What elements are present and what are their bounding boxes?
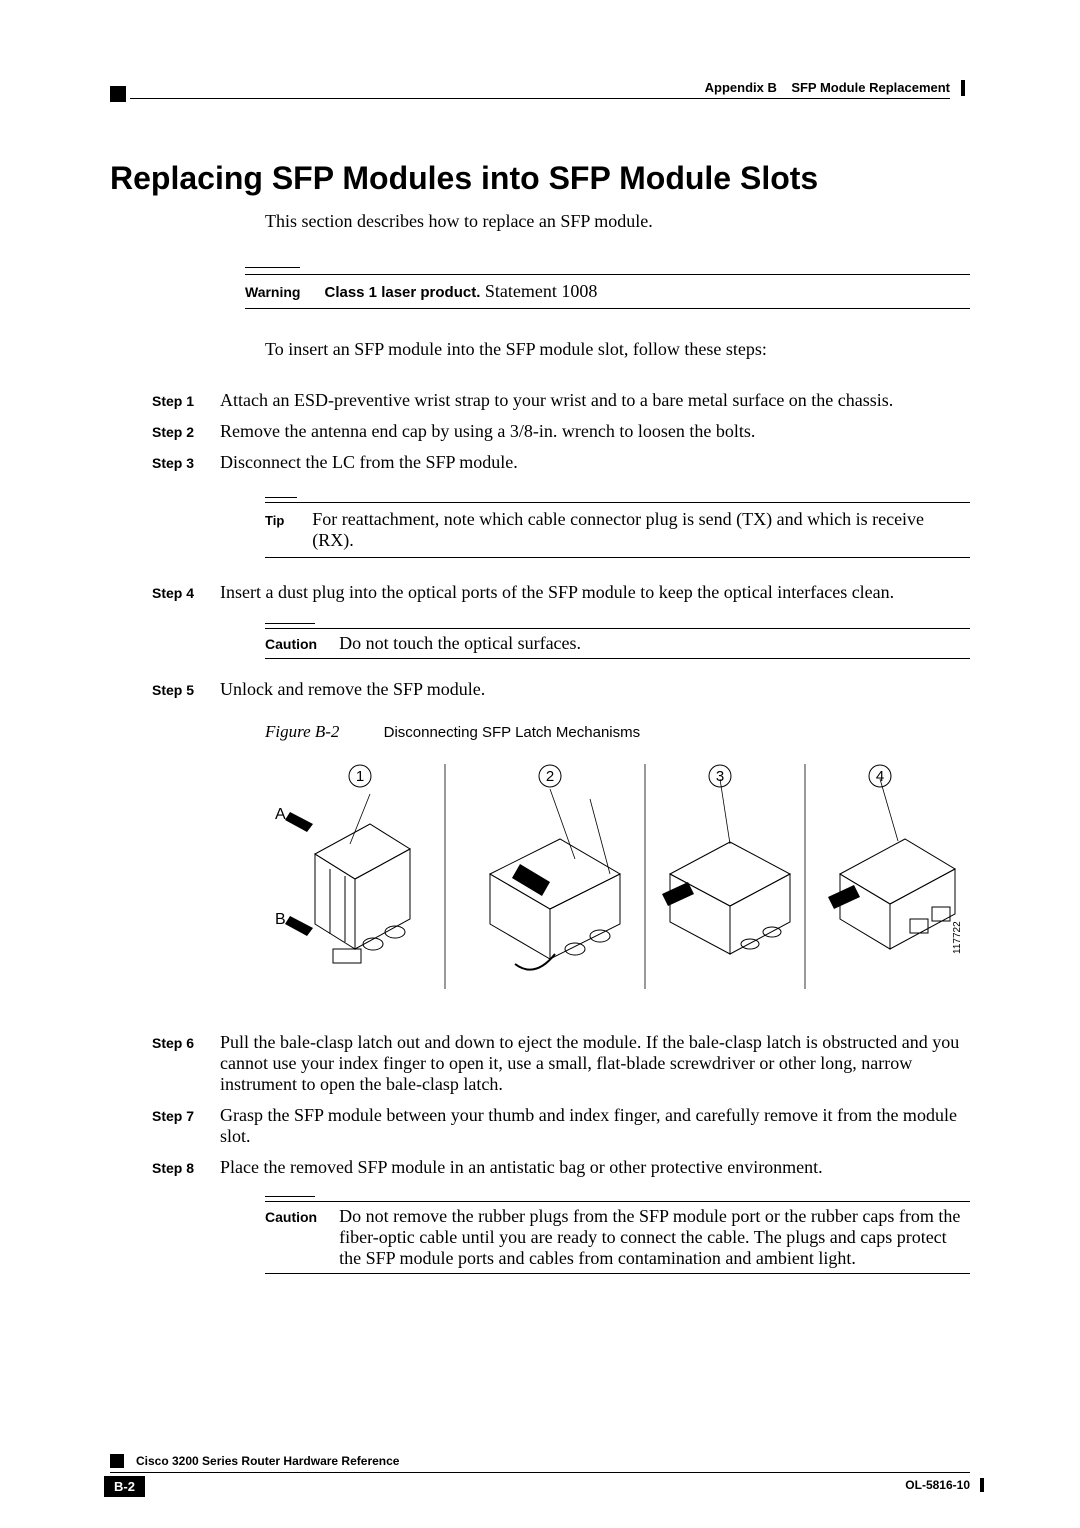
caution-block: Caution Do not remove the rubber plugs f… xyxy=(265,1196,970,1274)
step-row: Step 6 Pull the bale-clasp latch out and… xyxy=(110,1032,970,1095)
fig-num-3: 3 xyxy=(716,768,724,785)
rule xyxy=(245,308,970,309)
figure-title: Disconnecting SFP Latch Mechanisms xyxy=(384,724,641,741)
step-row: Step 3 Disconnect the LC from the SFP mo… xyxy=(110,452,970,473)
warning-block: Warning Class 1 laser product. Statement… xyxy=(245,267,970,309)
tip-label: Tip xyxy=(265,513,284,528)
insert-intro: To insert an SFP module into the SFP mod… xyxy=(265,339,970,360)
step-label: Step 8 xyxy=(152,1160,200,1176)
step-label: Step 4 xyxy=(152,585,200,601)
rule xyxy=(245,267,300,268)
figure-svg: 1 2 3 4 A B xyxy=(265,754,965,1004)
fig-label-a: A xyxy=(275,806,286,823)
footer-marker xyxy=(110,1454,124,1468)
step-label: Step 7 xyxy=(152,1108,200,1124)
step-label: Step 5 xyxy=(152,682,200,698)
rule xyxy=(265,1273,970,1274)
footer-title: Cisco 3200 Series Router Hardware Refere… xyxy=(132,1454,403,1468)
header-appendix: Appendix B xyxy=(705,80,777,95)
rule xyxy=(245,274,970,275)
figure-number: Figure B-2 xyxy=(265,722,339,741)
footer: Cisco 3200 Series Router Hardware Refere… xyxy=(110,1472,970,1473)
step-row: Step 2 Remove the antenna end cap by usi… xyxy=(110,421,970,442)
warning-text: Class 1 laser product. Statement 1008 xyxy=(324,281,597,302)
step-label: Step 3 xyxy=(152,455,200,471)
step-text: Place the removed SFP module in an antis… xyxy=(220,1157,970,1178)
caution-text: Do not remove the rubber plugs from the … xyxy=(339,1206,970,1269)
fig-label-b: B xyxy=(275,911,286,928)
caution-text: Do not touch the optical surfaces. xyxy=(339,633,970,654)
rule xyxy=(265,1196,315,1197)
steps-block: Step 1 Attach an ESD-preventive wrist st… xyxy=(110,390,970,473)
running-header: Appendix B SFP Module Replacement xyxy=(705,80,950,95)
header-section: SFP Module Replacement xyxy=(791,80,950,95)
tip-block: Tip For reattachment, note which cable c… xyxy=(265,497,970,558)
footer-pagenum: B-2 xyxy=(104,1476,145,1497)
step-text: Unlock and remove the SFP module. xyxy=(220,679,970,700)
rule xyxy=(265,557,970,558)
caution-label: Caution xyxy=(265,636,317,652)
step-text: Remove the antenna end cap by using a 3/… xyxy=(220,421,970,442)
fig-num-2: 2 xyxy=(546,768,554,785)
tip-text: For reattachment, note which cable conne… xyxy=(312,509,970,551)
footer-docid: OL-5816-10 xyxy=(905,1478,970,1492)
footer-marker xyxy=(980,1478,984,1492)
step-label: Step 2 xyxy=(152,424,200,440)
step-text: Attach an ESD-preventive wrist strap to … xyxy=(220,390,970,411)
warning-label: Warning xyxy=(245,284,300,300)
header-rule xyxy=(130,98,950,99)
rule xyxy=(265,497,297,498)
step-row: Step 4 Insert a dust plug into the optic… xyxy=(110,582,970,603)
rule xyxy=(265,658,970,659)
caution-block: Caution Do not touch the optical surface… xyxy=(265,623,970,659)
chapter-title: Replacing SFP Modules into SFP Module Sl… xyxy=(110,160,970,197)
caution-label: Caution xyxy=(265,1209,317,1225)
step-row: Step 1 Attach an ESD-preventive wrist st… xyxy=(110,390,970,411)
warning-statement: Statement 1008 xyxy=(485,281,597,301)
warning-bold: Class 1 laser product. xyxy=(324,284,480,301)
step-row: Step 8 Place the removed SFP module in a… xyxy=(110,1157,970,1178)
step-label: Step 1 xyxy=(152,393,200,409)
header-marker xyxy=(961,80,965,96)
step-text: Pull the bale-clasp latch out and down t… xyxy=(220,1032,970,1095)
step-text: Grasp the SFP module between your thumb … xyxy=(220,1105,970,1147)
step-text: Disconnect the LC from the SFP module. xyxy=(220,452,970,473)
figure-caption: Figure B-2 Disconnecting SFP Latch Mecha… xyxy=(265,722,970,742)
figure: 1 2 3 4 A B xyxy=(265,754,970,1004)
step-text: Insert a dust plug into the optical port… xyxy=(220,582,970,603)
intro-paragraph: This section describes how to replace an… xyxy=(265,211,970,232)
page: Appendix B SFP Module Replacement Replac… xyxy=(0,0,1080,1528)
footer-rule xyxy=(110,1472,970,1473)
fig-num-4: 4 xyxy=(876,768,884,785)
step-label: Step 6 xyxy=(152,1035,200,1051)
rule xyxy=(265,623,315,624)
step-row: Step 7 Grasp the SFP module between your… xyxy=(110,1105,970,1147)
figure-artnum: 117722 xyxy=(952,921,963,954)
step-row: Step 5 Unlock and remove the SFP module. xyxy=(110,679,970,700)
fig-num-1: 1 xyxy=(356,768,364,785)
corner-marker xyxy=(110,86,126,102)
